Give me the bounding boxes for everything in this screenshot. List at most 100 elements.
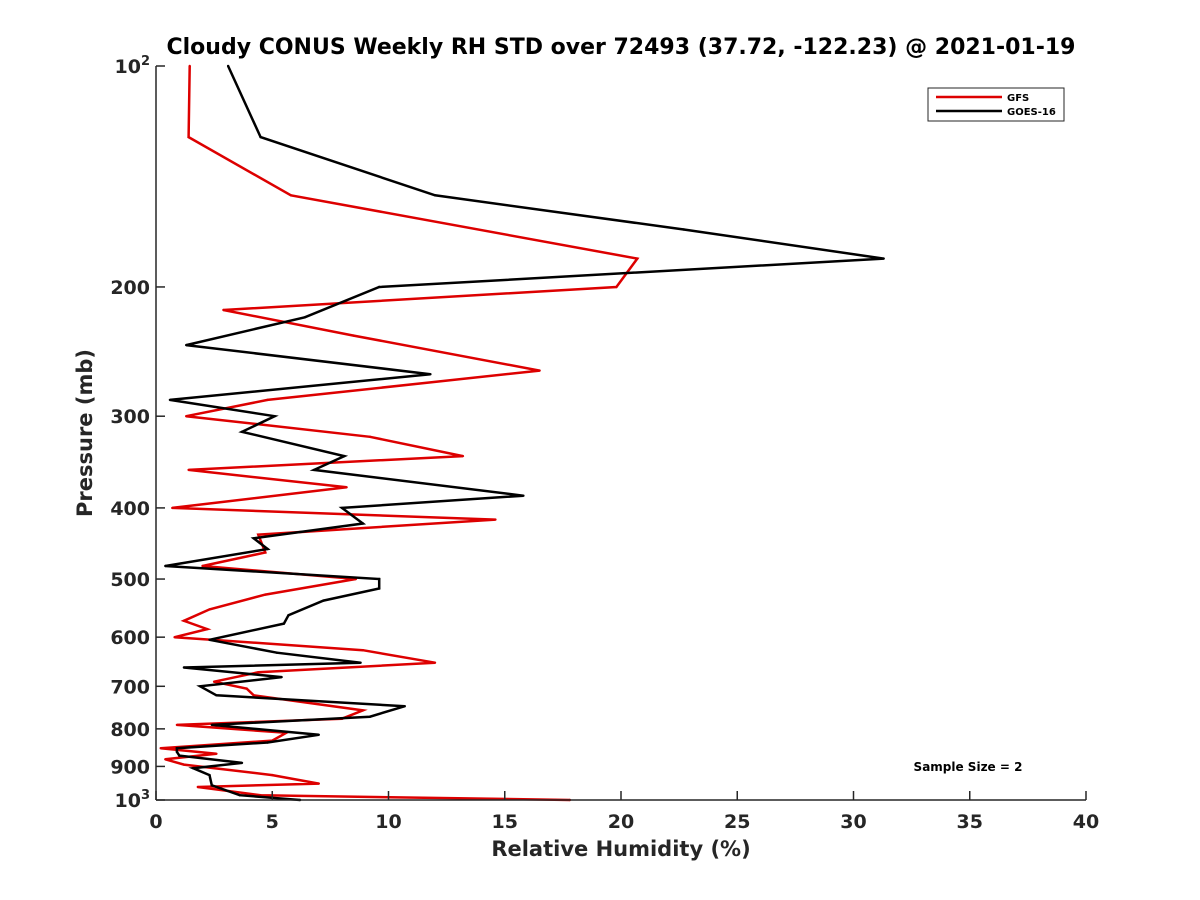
data-point-goes-16: [210, 723, 213, 727]
data-point-goes-16: [359, 661, 362, 664]
x-tick-label: 0: [149, 811, 162, 833]
y-tick-label: 300: [110, 406, 150, 428]
data-point-goes-16: [192, 767, 195, 770]
x-tick-label: 5: [266, 811, 279, 833]
data-point-goes-16: [259, 135, 262, 139]
data-point-gfs: [187, 135, 190, 139]
data-point-gfs: [212, 680, 216, 683]
x-tick-label: 30: [840, 811, 866, 833]
y-tick-label: 103: [115, 788, 151, 812]
data-point-gfs: [173, 636, 176, 639]
data-point-goes-16: [240, 430, 244, 433]
data-point-gfs: [615, 285, 618, 289]
data-point-goes-16: [210, 784, 213, 787]
data-point-gfs: [206, 627, 209, 631]
y-tick-label: 600: [110, 627, 150, 649]
legend-label-gfs: GFS: [1007, 93, 1029, 104]
data-point-gfs: [494, 518, 497, 521]
data-point-gfs: [201, 564, 204, 568]
legend-label-goes-16: GOES-16: [1007, 107, 1056, 118]
data-point-gfs: [171, 506, 174, 510]
data-point-goes-16: [273, 415, 276, 418]
data-point-gfs: [461, 454, 465, 458]
y-tick-label: 900: [110, 756, 150, 778]
x-tick-label: 20: [608, 811, 634, 833]
data-point-goes-16: [275, 651, 279, 654]
data-point-goes-16: [266, 547, 269, 551]
data-point-gfs: [368, 435, 372, 438]
data-point-gfs: [159, 747, 162, 750]
data-point-gfs: [257, 671, 260, 674]
data-point-goes-16: [429, 373, 432, 376]
data-point-gfs: [538, 369, 541, 372]
x-axis-ticks: 0 5 10 15 20 25 30 35 40: [149, 791, 1099, 833]
data-point-gfs: [222, 308, 225, 312]
y-tick-label: 800: [110, 719, 150, 741]
series-goes-16: [164, 64, 885, 802]
data-point-goes-16: [226, 64, 230, 68]
data-point-gfs: [175, 723, 179, 727]
data-point-goes-16: [168, 398, 172, 402]
data-point-goes-16: [378, 285, 381, 289]
series-line-goes-16: [165, 65, 884, 802]
x-tick-label: 40: [1073, 811, 1099, 833]
data-point-gfs: [185, 415, 188, 418]
data-point-gfs: [264, 551, 267, 554]
data-point-goes-16: [208, 773, 211, 777]
x-tick-label: 15: [492, 811, 518, 833]
data-point-gfs: [361, 649, 365, 652]
data-point-gfs: [345, 486, 348, 489]
data-point-gfs: [264, 593, 267, 596]
data-point-gfs: [245, 687, 248, 690]
x-tick-label: 10: [375, 811, 401, 833]
y-tick-label: 200: [110, 277, 150, 299]
data-point-goes-16: [403, 705, 406, 708]
data-point-gfs: [636, 257, 639, 260]
data-point-goes-16: [185, 343, 188, 347]
data-point-gfs: [215, 752, 218, 755]
data-point-goes-16: [208, 638, 211, 641]
data-point-gfs: [433, 661, 437, 664]
chart-title: Cloudy CONUS Weekly RH STD over 72493 (3…: [167, 35, 1076, 60]
data-point-goes-16: [322, 599, 325, 602]
data-point-gfs: [266, 398, 269, 402]
data-point-gfs: [252, 694, 255, 697]
data-point-gfs: [188, 64, 191, 68]
data-point-goes-16: [287, 614, 290, 617]
data-point-gfs: [352, 334, 355, 337]
data-point-goes-16: [175, 747, 179, 750]
data-point-gfs: [187, 468, 190, 472]
data-point-goes-16: [682, 228, 685, 231]
legend: GFS GOES-16: [927, 87, 1065, 122]
data-point-goes-16: [312, 468, 316, 472]
data-point-gfs: [164, 758, 167, 761]
data-point-goes-16: [368, 715, 372, 718]
data-point-goes-16: [361, 522, 365, 525]
sample-size-annotation: Sample Size = 2: [914, 760, 1023, 774]
y-axis-label: Pressure (mb): [73, 349, 97, 517]
data-point-gfs: [196, 785, 199, 789]
data-point-goes-16: [240, 761, 244, 765]
plot-area: [156, 66, 1086, 800]
data-point-goes-16: [215, 694, 218, 697]
data-point-goes-16: [182, 666, 186, 669]
x-axis-label: Relative Humidity (%): [491, 837, 750, 861]
y-tick-label: 700: [110, 676, 150, 698]
data-point-gfs: [257, 533, 260, 536]
y-tick-label: 102: [115, 54, 151, 78]
data-point-goes-16: [175, 750, 179, 754]
data-point-gfs: [182, 763, 186, 766]
data-point-goes-16: [340, 506, 344, 510]
data-point-goes-16: [522, 494, 525, 497]
data-point-goes-16: [303, 316, 306, 319]
y-tick-label: 400: [110, 498, 150, 520]
y-axis-ticks: 102 200 300 400 500 600 700 800 900 103: [110, 54, 165, 812]
data-point-goes-16: [378, 577, 381, 581]
series-layer: [159, 64, 885, 802]
data-point-goes-16: [280, 675, 283, 679]
data-point-goes-16: [178, 754, 181, 757]
data-point-gfs: [289, 194, 293, 197]
data-point-goes-16: [433, 194, 437, 197]
data-point-goes-16: [164, 564, 167, 568]
